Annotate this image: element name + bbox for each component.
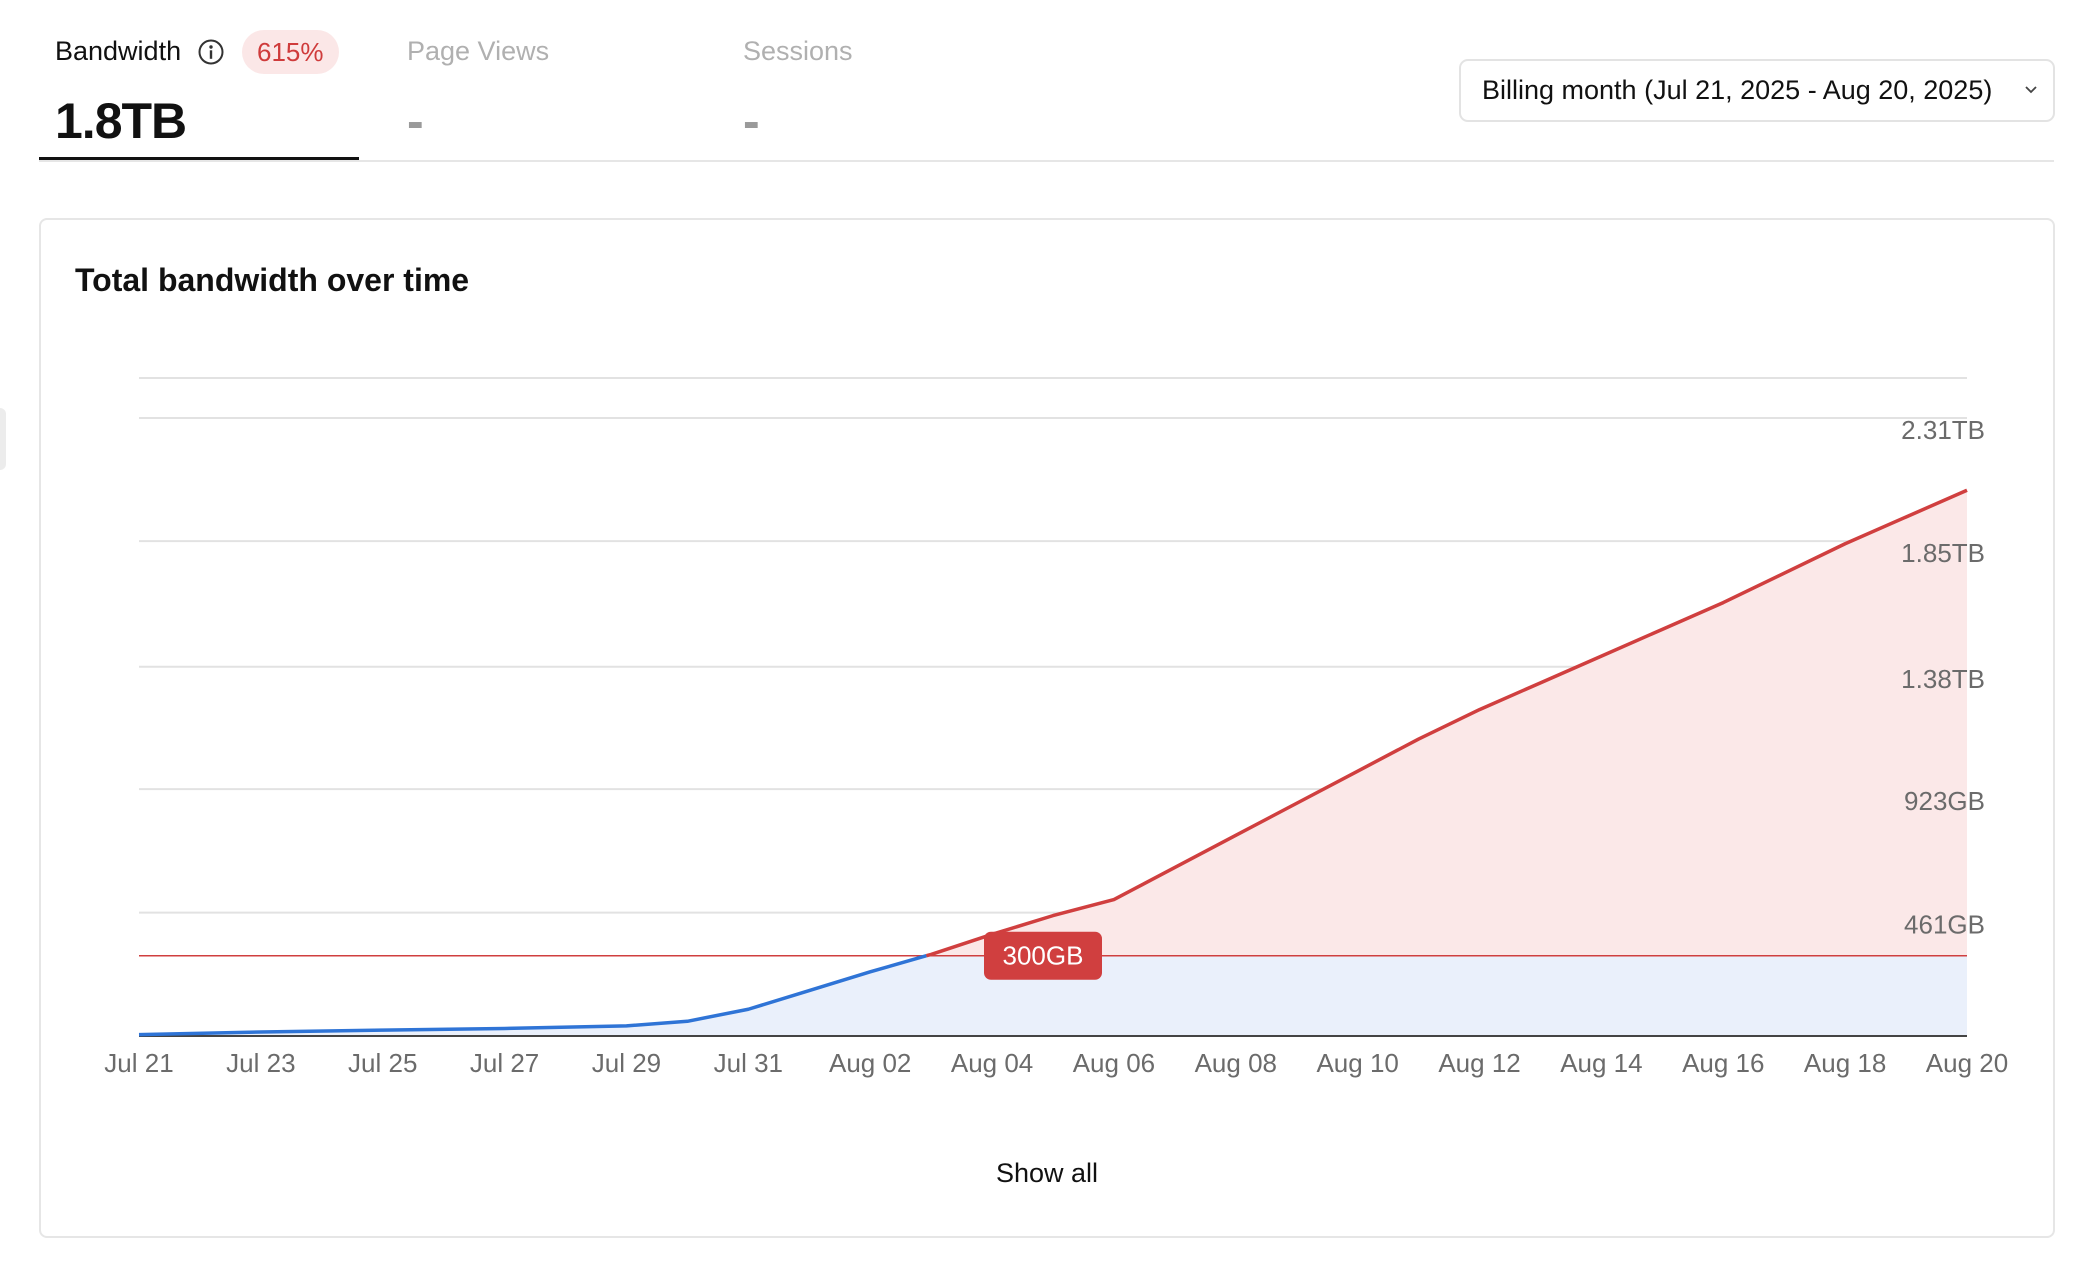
header-divider	[39, 160, 2054, 162]
x-tick-label: Jul 31	[714, 1048, 783, 1078]
x-tick-label: Aug 10	[1316, 1048, 1398, 1078]
y-tick-label: 1.85TB	[1901, 538, 1985, 568]
date-range-value: Billing month (Jul 21, 2025 - Aug 20, 20…	[1482, 75, 1993, 105]
tab-page-views[interactable]: Page Views -	[407, 0, 707, 160]
x-tick-label: Aug 06	[1073, 1048, 1155, 1078]
bandwidth-label: Bandwidth	[55, 36, 182, 66]
x-tick-label: Jul 29	[592, 1048, 661, 1078]
x-tick-label: Jul 23	[226, 1048, 295, 1078]
x-tick-label: Aug 18	[1804, 1048, 1886, 1078]
x-tick-label: Aug 20	[1926, 1048, 2008, 1078]
active-tab-indicator	[39, 157, 359, 161]
y-tick-label: 1.38TB	[1901, 664, 1985, 694]
y-tick-label: 2.31TB	[1901, 415, 1985, 445]
date-range-select[interactable]: Billing month (Jul 21, 2025 - Aug 20, 20…	[1459, 59, 2055, 122]
bandwidth-value: 1.8TB	[55, 93, 187, 149]
chart-title: Total bandwidth over time	[75, 262, 470, 298]
tab-bandwidth[interactable]: Bandwidth 615% 1.8TB	[39, 0, 359, 161]
overage-area	[926, 490, 1967, 956]
tab-sessions[interactable]: Sessions -	[743, 0, 1043, 160]
x-tick-label: Aug 14	[1560, 1048, 1642, 1078]
x-tick-label: Aug 12	[1438, 1048, 1520, 1078]
bandwidth-chart: 461GB 923GB 1.38TB 1.85TB 2.31TB Jul 21 Jul 23…	[104, 377, 2008, 1078]
sessions-value: -	[743, 93, 760, 149]
bandwidth-chart-card: Total bandwidth over time 461GB 923GB 1.38…	[39, 218, 2055, 1238]
show-all-container: Show all	[41, 1158, 2053, 1189]
page-views-value: -	[407, 93, 424, 149]
percent-change-badge: 615%	[242, 30, 339, 74]
y-tick-label: 461GB	[1904, 910, 1985, 940]
x-tick-label: Aug 16	[1682, 1048, 1764, 1078]
overage-line	[925, 488, 1968, 958]
limit-badge-label: 300GB	[1003, 941, 1084, 971]
sessions-label: Sessions	[743, 36, 853, 66]
chevron-down-icon	[2025, 86, 2037, 94]
x-tick-label: Jul 21	[104, 1048, 173, 1078]
side-panel-handle[interactable]	[0, 408, 6, 470]
info-icon[interactable]	[197, 38, 225, 66]
limit-badge	[984, 931, 1102, 980]
usage-line	[138, 954, 927, 1037]
show-all-button[interactable]: Show all	[995, 1158, 1099, 1188]
x-tick-label: Aug 04	[951, 1048, 1033, 1078]
page-views-label: Page Views	[407, 36, 550, 66]
x-tick-label: Aug 08	[1195, 1048, 1277, 1078]
usage-area	[139, 955, 1967, 1036]
y-tick-label: 923GB	[1904, 786, 1985, 816]
x-tick-label: Aug 02	[829, 1048, 911, 1078]
x-tick-label: Jul 25	[348, 1048, 417, 1078]
x-tick-label: Jul 27	[470, 1048, 539, 1078]
